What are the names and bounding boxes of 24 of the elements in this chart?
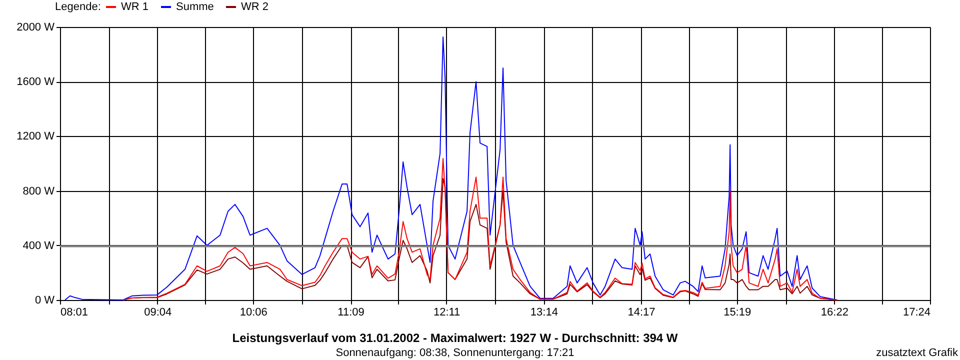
y-tick-label: 0 W xyxy=(34,294,56,306)
x-tick-label: 08:01 xyxy=(60,306,88,318)
text: zusatztext Grafik xyxy=(876,347,958,359)
x-tick-label: 15:19 xyxy=(724,306,752,318)
x-tick-label: 14:17 xyxy=(628,306,656,318)
line-series xyxy=(64,36,838,300)
x-tick-label: 17:24 xyxy=(902,306,930,318)
x-tick-label: 16:22 xyxy=(820,306,848,318)
text: Sonnenaufgang: 08:38, Sonnenuntergang: 17:21 xyxy=(336,347,574,359)
y-tick-label: 1200 W xyxy=(16,130,56,143)
x-tick-label: 09:04 xyxy=(144,306,172,318)
y-tick-label: 800 W xyxy=(22,185,56,198)
y-tick-label: 400 W xyxy=(22,240,56,252)
legend-label: WR 2 xyxy=(241,1,268,13)
x-tick-label: 13:14 xyxy=(530,306,558,318)
y-tick-label: 2000 W xyxy=(16,22,56,34)
legend-title: Legende: xyxy=(55,1,101,13)
x-tick-label: 11:09 xyxy=(338,306,364,318)
y-tick-label: 1600 W xyxy=(16,76,56,88)
legend-label: WR 1 xyxy=(121,1,148,13)
text: Leistungsverlauf vom 31.01.2002 - Maximalwert: 1927 W - Durchschnitt: 394 W xyxy=(232,331,678,345)
x-tick-label: 12:11 xyxy=(433,306,460,318)
x-tick-label: 10:06 xyxy=(240,306,268,318)
legend-label: Summe xyxy=(176,1,214,13)
